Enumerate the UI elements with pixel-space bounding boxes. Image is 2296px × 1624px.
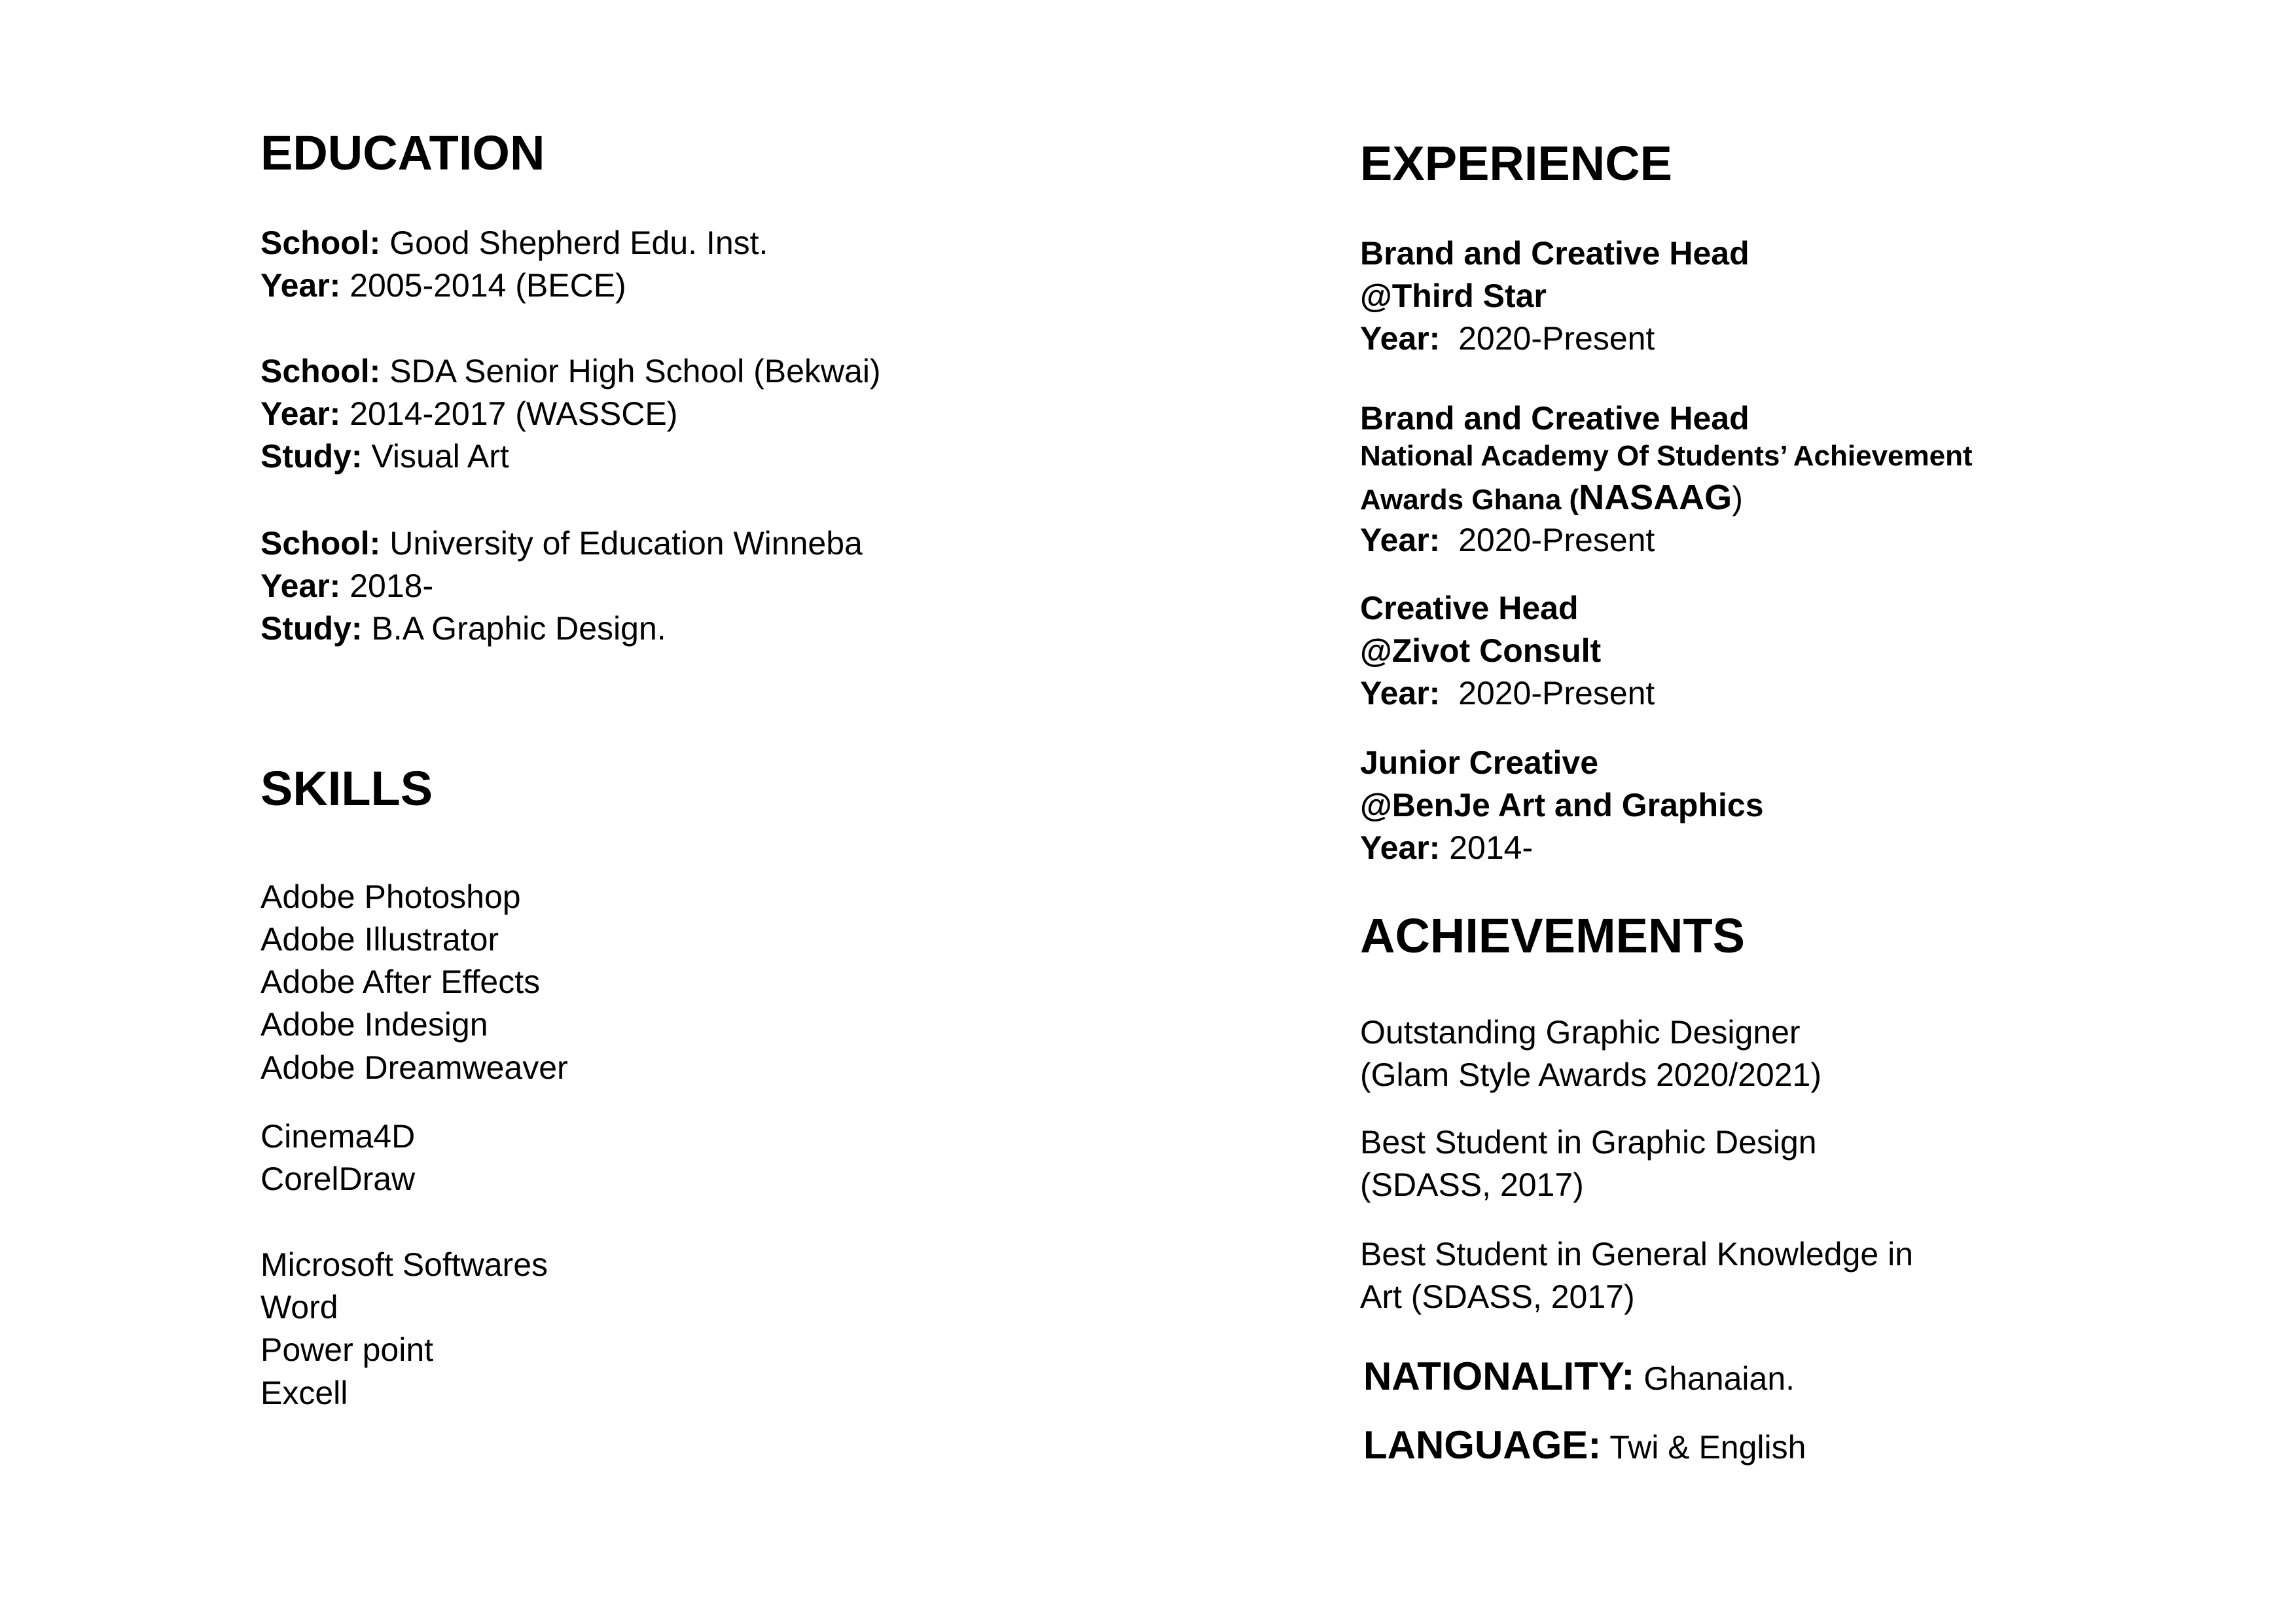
experience-year-1: Year: 2020-Present: [1360, 320, 1655, 357]
experience-title-2: Brand and Creative Head: [1360, 400, 1749, 437]
experience-heading: EXPERIENCE: [1360, 136, 1673, 190]
education-study-3: Study: B.A Graphic Design.: [260, 610, 666, 647]
experience-org-2-line1: National Academy Of Students’ Achievemen…: [1360, 440, 1973, 472]
education-school-3: School: University of Education Winneba: [260, 525, 863, 562]
skill-item: Adobe After Effects: [260, 964, 541, 1000]
achievement-item: Art (SDASS, 2017): [1360, 1278, 1635, 1315]
achievement-item: (Glam Style Awards 2020/2021): [1360, 1056, 1822, 1093]
education-year-2: Year: 2014-2017 (WASSCE): [260, 395, 678, 432]
skill-item: Excell: [260, 1375, 348, 1411]
skill-item: Power point: [260, 1331, 434, 1368]
achievement-item: Best Student in General Knowledge in: [1360, 1236, 1913, 1272]
education-school-2: School: SDA Senior High School (Bekwai): [260, 353, 881, 389]
skill-item: Adobe Photoshop: [260, 878, 521, 915]
education-year-3: Year: 2018-: [260, 568, 434, 604]
experience-title-3: Creative Head: [1360, 590, 1579, 626]
achievement-item: Outstanding Graphic Designer: [1360, 1014, 1801, 1051]
skill-item: Cinema4D: [260, 1118, 416, 1155]
skill-item: Adobe Illustrator: [260, 921, 499, 958]
experience-year-2: Year: 2020-Present: [1360, 522, 1655, 558]
experience-year-4: Year: 2014-: [1360, 829, 1534, 866]
education-study-2: Study: Visual Art: [260, 438, 509, 475]
education-year-1: Year: 2005-2014 (BECE): [260, 267, 626, 304]
achievements-heading: ACHIEVEMENTS: [1360, 909, 1745, 963]
language: LANGUAGE: Twi & English: [1363, 1423, 1806, 1467]
skills-heading: SKILLS: [260, 761, 433, 816]
achievement-item: (SDASS, 2017): [1360, 1166, 1584, 1203]
skill-item: Microsoft Softwares: [260, 1246, 548, 1283]
skill-item: Adobe Indesign: [260, 1006, 488, 1043]
experience-org-3: @Zivot Consult: [1360, 632, 1602, 669]
skill-item: Word: [260, 1289, 338, 1326]
experience-org-4: @BenJe Art and Graphics: [1360, 787, 1764, 823]
experience-year-3: Year: 2020-Present: [1360, 675, 1655, 712]
education-school-1: School: Good Shepherd Edu. Inst.: [260, 225, 768, 261]
education-heading: EDUCATION: [260, 126, 545, 180]
experience-title-4: Junior Creative: [1360, 744, 1599, 781]
nationality: NATIONALITY: Ghanaian.: [1363, 1354, 1795, 1398]
skill-item: CorelDraw: [260, 1161, 416, 1197]
skill-item: Adobe Dreamweaver: [260, 1049, 568, 1086]
experience-org-1: @Third Star: [1360, 278, 1547, 314]
achievement-item: Best Student in Graphic Design: [1360, 1124, 1817, 1161]
experience-title-1: Brand and Creative Head: [1360, 235, 1749, 272]
experience-org-2-line2: Awards Ghana (NASAAG): [1360, 478, 1743, 517]
